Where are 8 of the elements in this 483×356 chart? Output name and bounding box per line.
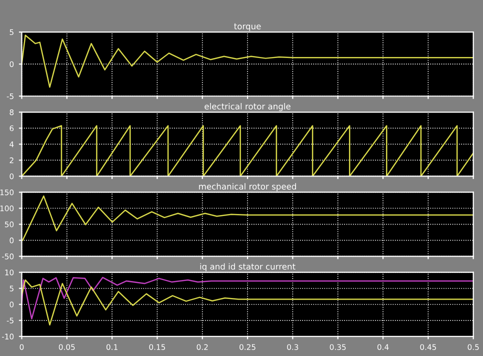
line-series (22, 276, 474, 320)
line-series (22, 279, 474, 326)
chart-title: mechanical rotor speed (199, 183, 296, 192)
chart-title: iq and id stator current (200, 263, 296, 272)
chart-title: electrical rotor angle (204, 103, 290, 112)
chart-title: torque (234, 23, 261, 31)
line-series (22, 34, 474, 88)
line-series (22, 195, 474, 241)
